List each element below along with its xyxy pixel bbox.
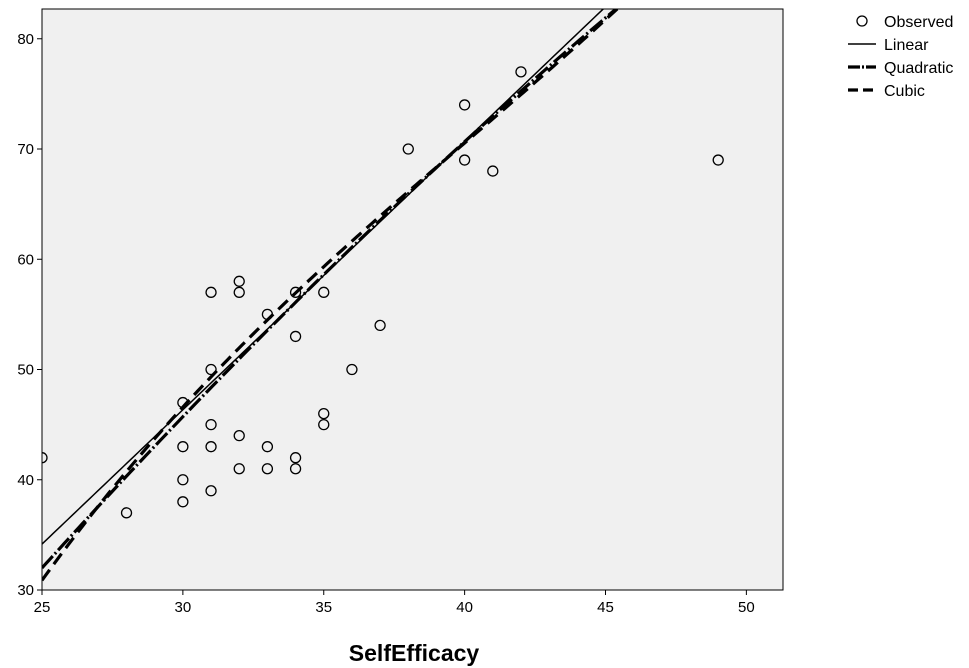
observed-point: [458, 154, 471, 166]
observed-point: [261, 463, 274, 475]
observed-point: [318, 418, 330, 431]
y-tick-label: 30: [17, 582, 34, 599]
y-tick-label: 60: [17, 251, 34, 268]
x-axis-title: SelfEfficacy: [349, 640, 480, 666]
observed-point: [261, 441, 274, 453]
observed-point: [177, 441, 189, 453]
observed-point: [458, 99, 471, 111]
fit-line-cubic: [42, 9, 620, 582]
x-tick-label: 25: [34, 599, 51, 616]
x-axis-ticks: 25 30 35 40 45 50: [34, 590, 755, 616]
x-tick-label: 40: [456, 599, 473, 616]
observed-point: [120, 507, 133, 519]
observed-point: [233, 463, 245, 475]
plot-background: [42, 9, 783, 590]
observed-point: [205, 286, 217, 298]
legend: Observed Linear Quadratic Cubic: [848, 14, 953, 100]
x-tick-label: 35: [315, 599, 332, 616]
y-axis-ticks: 30 40 50 60 70 80: [17, 31, 42, 599]
observed-point: [205, 441, 217, 453]
observed-point: [402, 143, 414, 155]
observed-point: [318, 286, 330, 298]
observed-point: [205, 418, 217, 431]
x-tick-label: 30: [175, 599, 192, 616]
legend-symbol-observed: [856, 15, 868, 27]
x-tick-label: 50: [738, 599, 755, 616]
fit-line-quadratic: [42, 9, 619, 570]
y-tick-label: 40: [17, 472, 34, 489]
observed-point: [374, 319, 386, 332]
observed-point: [233, 275, 245, 287]
legend-label: Observed: [884, 14, 953, 31]
observed-point: [712, 154, 724, 166]
observed-point: [487, 165, 499, 177]
observed-point: [233, 286, 245, 298]
y-tick-label: 50: [17, 362, 34, 379]
legend-label: Quadratic: [884, 60, 953, 77]
observed-point: [289, 463, 302, 475]
observed-point: [177, 474, 189, 486]
observed-point: [205, 485, 217, 497]
legend-label: Linear: [884, 37, 929, 54]
observed-point: [177, 396, 189, 409]
observed-point: [42, 452, 48, 464]
observed-point: [289, 330, 302, 343]
observed-point: [346, 363, 358, 376]
observed-point: [177, 496, 189, 508]
observed-point: [515, 66, 527, 78]
legend-label: Cubic: [884, 83, 925, 100]
observed-point: [205, 363, 217, 376]
plot-frame: [41, 8, 784, 591]
observed-point: [289, 452, 302, 464]
observed-point: [261, 308, 274, 321]
observed-point: [289, 286, 302, 298]
series-layer: [42, 9, 724, 582]
observed-point: [233, 430, 245, 442]
observed-point: [318, 407, 330, 420]
y-tick-label: 80: [17, 31, 34, 48]
x-tick-label: 45: [597, 599, 614, 616]
y-tick-label: 70: [17, 141, 34, 158]
